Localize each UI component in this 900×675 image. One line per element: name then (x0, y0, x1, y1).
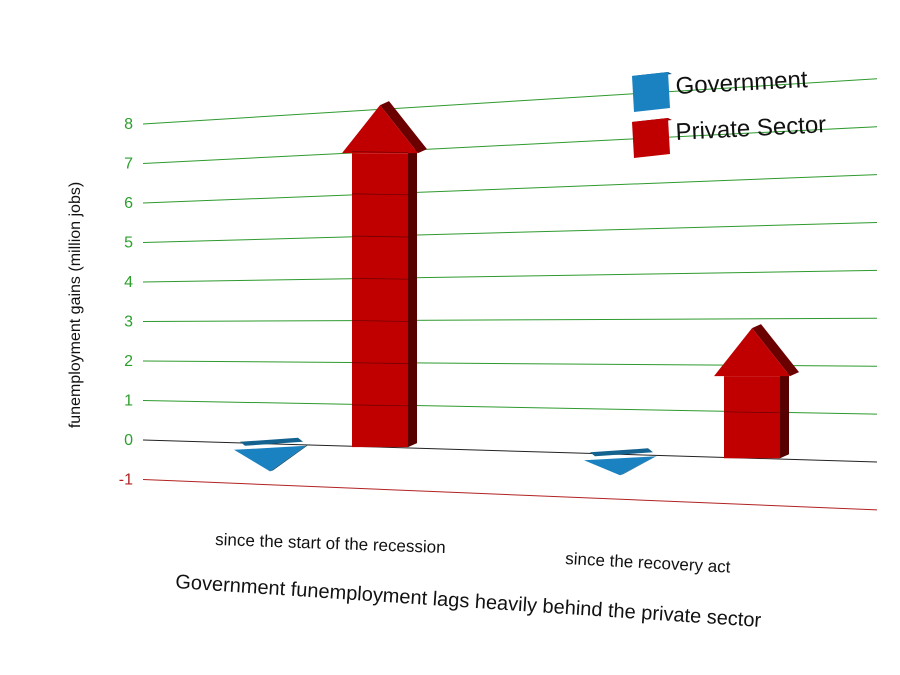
bar-government-1 (584, 448, 660, 476)
legend: Government Private Sector (632, 66, 827, 158)
y-tick-labels: -1 0 1 2 3 4 5 6 7 8 (119, 116, 133, 489)
y-tick-label: 8 (124, 116, 133, 133)
y-axis-label: funemployment gains (million jobs) (67, 182, 84, 428)
category-labels: since the start of the recession since t… (215, 530, 731, 577)
bars (234, 101, 799, 476)
legend-swatch-private-sector (632, 118, 670, 158)
bar-government-0 (234, 437, 310, 472)
grid-line (142, 126, 878, 164)
grid-line (142, 317, 878, 322)
y-tick-label: 7 (124, 156, 133, 173)
y-tick-label: 1 (124, 393, 133, 410)
legend-item-government: Government (632, 66, 809, 112)
category-label-recession: since the start of the recession (215, 530, 446, 557)
y-tick-label: 4 (124, 274, 133, 291)
grid-line (142, 174, 878, 204)
y-tick-label: 3 (124, 314, 133, 331)
y-tick-label: 6 (124, 195, 133, 212)
y-tick-label: 0 (124, 432, 133, 449)
bar-private-sector-0 (342, 101, 427, 448)
x-axis-label: Government funemployment lags heavily be… (175, 571, 762, 632)
bar-private-sector-1 (714, 324, 799, 459)
y-tick-label: 2 (124, 353, 133, 370)
y-tick-label: -1 (119, 472, 133, 489)
grid-line (142, 479, 878, 511)
category-label-recovery-act: since the recovery act (565, 549, 731, 577)
grid-line (142, 222, 878, 243)
grid-line (142, 78, 878, 125)
legend-label-government: Government (675, 66, 809, 100)
grid-line (142, 269, 878, 283)
legend-swatch-government (632, 72, 670, 112)
legend-label-private-sector: Private Sector (675, 111, 827, 146)
legend-item-private-sector: Private Sector (632, 111, 827, 158)
y-tick-label: 5 (124, 235, 133, 252)
